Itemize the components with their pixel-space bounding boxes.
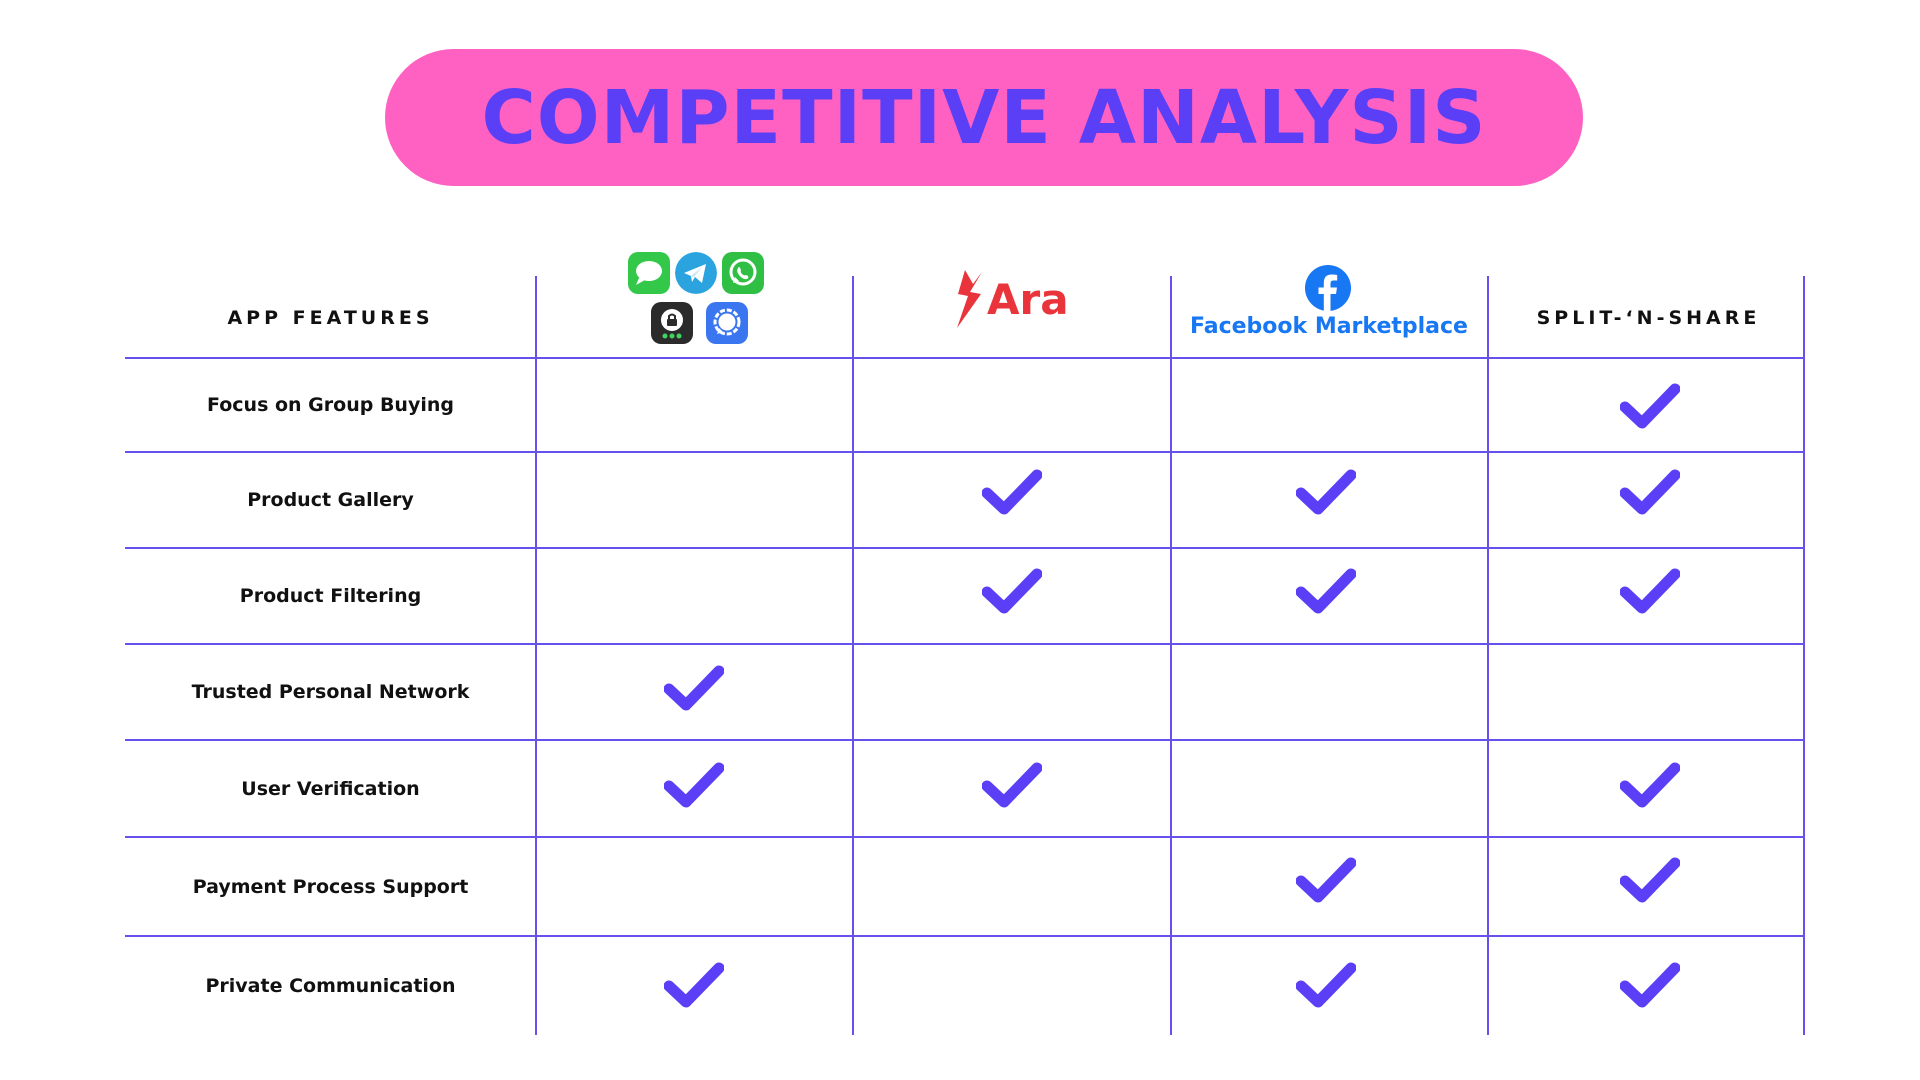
ara-label: Ara	[987, 274, 1069, 324]
column-divider	[1803, 276, 1805, 1035]
feature-label: Product Filtering	[239, 585, 422, 607]
checkmark-icon	[982, 469, 1042, 515]
feature-label: Payment Process Support	[192, 875, 469, 898]
feature-label: Focus on Group Buying	[207, 394, 454, 416]
facebook-marketplace-label: Facebook Marketplace	[1190, 314, 1468, 339]
ara-bolt-icon	[957, 270, 982, 328]
row-divider	[125, 836, 1805, 838]
title-banner: COMPETITIVE ANALYSIS	[385, 49, 1583, 186]
imessage-icon	[628, 252, 670, 294]
checkmark-icon	[1620, 857, 1680, 903]
checkmark-icon	[664, 962, 724, 1008]
row-divider	[125, 547, 1805, 549]
feature-label: Trusted Personal Network	[191, 681, 470, 703]
page-title: COMPETITIVE ANALYSIS	[481, 74, 1487, 161]
column-divider	[535, 276, 537, 1035]
checkmark-icon	[1620, 469, 1680, 515]
checkmark-icon	[1296, 962, 1356, 1008]
checkmark-icon	[1620, 383, 1680, 429]
row-divider	[125, 451, 1805, 453]
checkmark-icon	[1620, 568, 1680, 614]
telegram-icon	[675, 252, 717, 294]
checkmark-icon	[1296, 568, 1356, 614]
column-divider	[1487, 276, 1489, 1035]
row-divider	[125, 643, 1805, 645]
column-divider	[1170, 276, 1172, 1035]
row-divider	[125, 739, 1805, 741]
ara-logo: Ara	[955, 268, 1069, 330]
row-divider	[125, 935, 1805, 937]
column-divider	[852, 276, 854, 1035]
header-split-n-share: SPLIT-‘N-SHARE	[1536, 307, 1761, 329]
checkmark-icon	[664, 665, 724, 711]
whatsapp-icon	[722, 252, 764, 294]
checkmark-icon	[1620, 962, 1680, 1008]
checkmark-icon	[982, 762, 1042, 808]
checkmark-icon	[664, 762, 724, 808]
checkmark-icon	[1296, 469, 1356, 515]
checkmark-icon	[1296, 857, 1356, 903]
row-divider	[125, 357, 1805, 359]
checkmark-icon	[1620, 762, 1680, 808]
feature-label: Private Communication	[205, 974, 456, 997]
feature-label: Product Gallery	[247, 489, 414, 511]
checkmark-icon	[982, 568, 1042, 614]
threema-icon	[651, 302, 693, 344]
facebook-icon	[1305, 265, 1351, 311]
facebook-marketplace-logo: Facebook Marketplace	[1171, 262, 1487, 346]
header-app-features: APP FEATURES	[227, 307, 434, 329]
signal-icon	[706, 302, 748, 344]
feature-label: User Verification	[241, 777, 420, 800]
